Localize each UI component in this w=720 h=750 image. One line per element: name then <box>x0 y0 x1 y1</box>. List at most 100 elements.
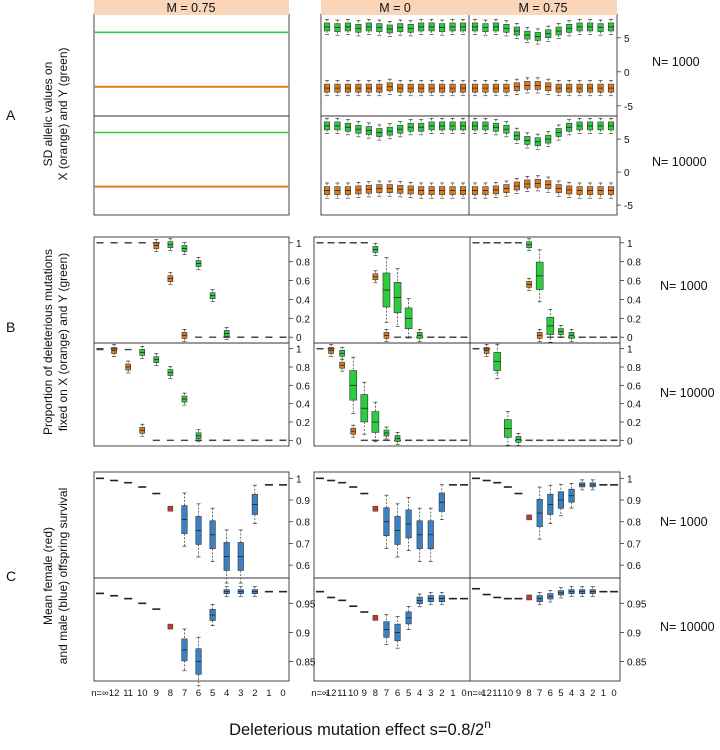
y-tick-label: 0.8 <box>627 258 641 269</box>
ylabel-B-line1: Proportion of deleterious mutations <box>41 249 55 435</box>
y-tick-label: 0.8 <box>296 363 310 374</box>
x-tick-label: 11 <box>337 688 347 699</box>
x-tick-label: 2 <box>439 688 444 699</box>
strip-middle <box>321 0 469 15</box>
y-tick-label: 5 <box>624 135 630 146</box>
y-tick-label: 1 <box>627 474 633 485</box>
x-tick-label: 0 <box>461 688 466 699</box>
y-tick-label: 1 <box>296 345 302 356</box>
frame-B-right <box>313 236 621 447</box>
ylabel-A-line2: X (orange) and Y (green) <box>56 48 70 181</box>
ylabel-A-line1: SD allelic values on <box>41 62 55 167</box>
x-tick-label: 11 <box>123 688 133 699</box>
row-letter-C: C <box>6 568 16 584</box>
row-letter-B: B <box>6 319 15 335</box>
frame-C-right <box>313 471 621 682</box>
y-tick-label: 0 <box>624 168 630 179</box>
n-label-B-10000: N= 10000 <box>660 386 715 400</box>
n-label-C-1000: N= 1000 <box>660 515 708 529</box>
x-tick-label: 11 <box>492 688 502 699</box>
y-tick-label: 0.6 <box>296 561 310 572</box>
y-tick-label: 0 <box>296 333 302 344</box>
y-tick-label: 1 <box>627 239 633 250</box>
x-tick-label: 1 <box>266 688 271 699</box>
marker-C-female <box>526 514 532 521</box>
ylabel-C-line2: and male (blue) offspring survival <box>56 488 70 665</box>
n-labels: N= 1000 N= 10000 N= 1000 N= 10000 N= 100… <box>652 55 715 634</box>
y-tick-label: 0.95 <box>627 599 647 610</box>
x-tick-label: 1 <box>601 688 606 699</box>
x-tick-label: 9 <box>516 688 521 699</box>
x-tick-label: 10 <box>503 688 514 699</box>
y-tick-label: 0.9 <box>296 628 310 639</box>
y-tick-label: 0.4 <box>627 400 641 411</box>
marker-C-female <box>167 623 174 630</box>
strip-right <box>469 0 617 15</box>
y-tick-label: 0.95 <box>296 599 316 610</box>
y-tick-label: 0.6 <box>627 381 641 392</box>
n-label-B-1000: N= 1000 <box>660 279 708 293</box>
y-tick-label: 0.8 <box>627 363 641 374</box>
x-tick-label: 3 <box>238 688 243 699</box>
n-label-A-1000: N= 1000 <box>652 55 700 69</box>
y-tick-label: 0 <box>627 436 633 447</box>
x-tick-label: 2 <box>590 688 595 699</box>
marker-C-female <box>372 615 379 621</box>
x-axis-title: Deleterious mutation effect s=0.8/2n <box>229 717 491 739</box>
x-tick-label: 4 <box>224 688 229 699</box>
x-tick-label: 3 <box>580 688 585 699</box>
x-tick-label: 12 <box>109 688 120 699</box>
row-letter-A: A <box>6 107 16 123</box>
y-tick-label: 0.4 <box>296 295 310 306</box>
y-tick-label: 1 <box>627 345 633 356</box>
x-tick-label: 6 <box>196 688 201 699</box>
x-tick-label: 8 <box>526 688 531 699</box>
y-tick-label: 0.7 <box>296 539 310 550</box>
y-tick-label: 0.9 <box>296 496 310 507</box>
x-tick-label: n=∞ <box>311 688 329 699</box>
y-tick-label: 0.8 <box>296 518 310 529</box>
y-tick-label: 0 <box>296 436 302 447</box>
y-tick-label: 0.85 <box>627 658 647 669</box>
x-tick-label: n=∞ <box>91 688 109 699</box>
y-tick-label: 0.9 <box>627 628 641 639</box>
x-tick-label: 7 <box>537 688 542 699</box>
x-tick-label: 7 <box>384 688 389 699</box>
y-tick-label: 0.4 <box>627 295 641 306</box>
frame-B-left <box>93 236 290 447</box>
x-tick-label: 12 <box>326 688 337 699</box>
row-letters: A B C <box>6 107 16 584</box>
x-tick-label: 6 <box>548 688 553 699</box>
y-tick-label: 0.2 <box>296 314 310 325</box>
y-axis-titles: SD allelic values on X (orange) and Y (g… <box>41 48 70 665</box>
frame-A-left <box>93 13 290 216</box>
panel-frames <box>93 13 621 682</box>
x-tick-label: 5 <box>558 688 563 699</box>
x-tick-label: 8 <box>373 688 378 699</box>
x-tick-label: 9 <box>362 688 367 699</box>
x-tick-label: 12 <box>481 688 492 699</box>
tick-layer: 50-550-510.80.60.40.2010.80.60.40.2010.8… <box>91 34 647 699</box>
y-tick-label: 0.2 <box>296 418 310 429</box>
ylabel-C-line1: Mean female (red) <box>41 527 55 625</box>
y-tick-label: 0.6 <box>627 561 641 572</box>
frame-C-left <box>93 471 290 682</box>
x-tick-label: 2 <box>252 688 257 699</box>
column-strips: M = 0.75 M = 0 M = 0.75 <box>94 0 617 15</box>
strip-right-label: M = 0.75 <box>519 1 568 15</box>
y-tick-label: 0 <box>624 68 630 79</box>
y-tick-label: 0.2 <box>627 314 641 325</box>
marker-C-female <box>167 505 174 512</box>
y-tick-label: 1 <box>296 474 302 485</box>
x-tick-label: 7 <box>182 688 187 699</box>
x-tick-label: 4 <box>417 688 422 699</box>
y-tick-label: 0.6 <box>296 277 310 288</box>
y-tick-label: 0.8 <box>627 518 641 529</box>
y-tick-label: 0.6 <box>296 381 310 392</box>
ylabel-B-line2: fixed on X (orange) and Y (green) <box>56 253 70 431</box>
x-tick-label: 5 <box>210 688 215 699</box>
n-label-A-10000: N= 10000 <box>652 155 707 169</box>
strip-middle-label: M = 0 <box>379 1 411 15</box>
